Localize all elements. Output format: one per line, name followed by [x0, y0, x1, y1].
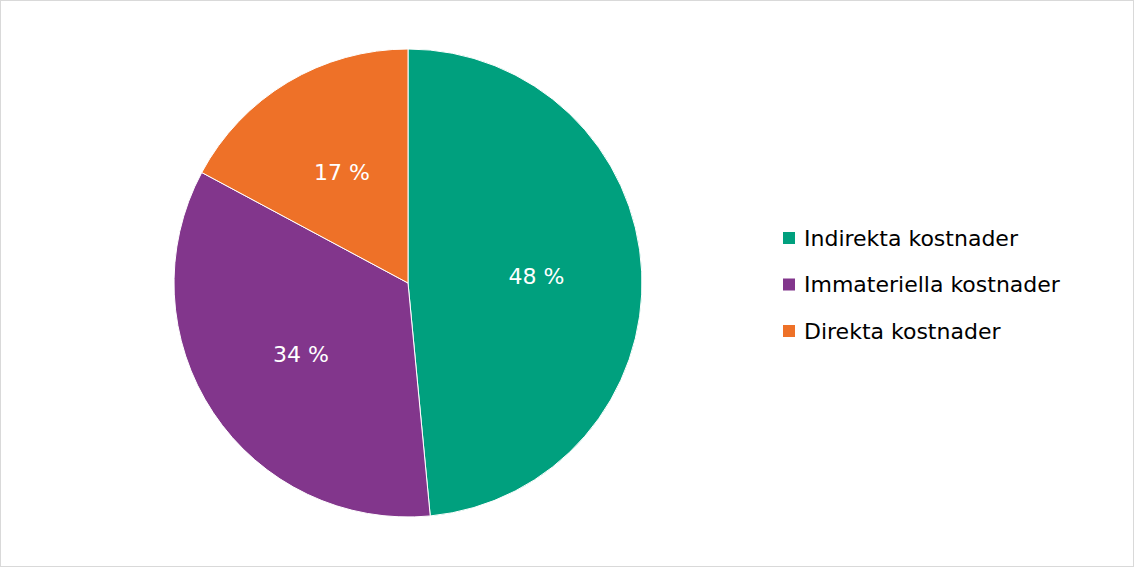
legend-label: Immateriella kostnader: [804, 272, 1061, 297]
data-label: 34 %: [273, 342, 329, 367]
legend-label: Direkta kostnader: [804, 319, 1001, 344]
legend-label: Indirekta kostnader: [804, 226, 1019, 251]
pie-slice: [408, 49, 642, 516]
legend-swatch: [783, 232, 795, 244]
legend-item: Immateriella kostnader: [783, 272, 1061, 297]
legend-swatch: [783, 279, 795, 291]
chart-frame: [1, 1, 1134, 567]
data-label: 17 %: [314, 160, 370, 185]
data-label: 48 %: [509, 264, 565, 289]
data-labels: 48 % 34 % 17 %: [273, 160, 565, 367]
legend-swatch: [783, 325, 795, 337]
legend-item: Indirekta kostnader: [783, 226, 1019, 251]
legend: Indirekta kostnader Immateriella kostnade…: [783, 226, 1061, 344]
pie: [174, 49, 642, 517]
legend-item: Direkta kostnader: [783, 319, 1001, 344]
pie-slice: [202, 49, 408, 283]
